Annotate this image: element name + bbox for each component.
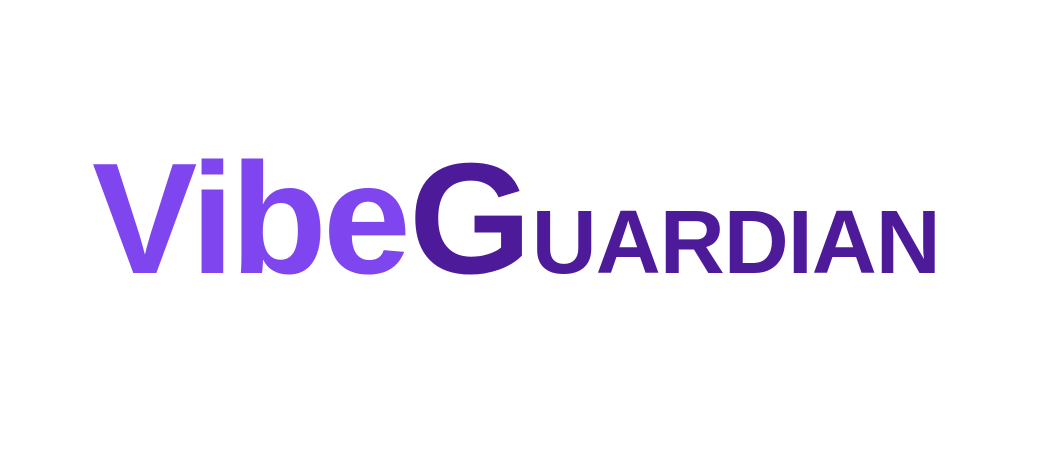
- logo-word-uardian: UARDIAN: [531, 193, 941, 293]
- logo-word-vibe: Vibe: [92, 131, 411, 307]
- brand-logo: Vibe G UARDIAN: [92, 131, 941, 307]
- logo-letter-g: G: [408, 131, 532, 307]
